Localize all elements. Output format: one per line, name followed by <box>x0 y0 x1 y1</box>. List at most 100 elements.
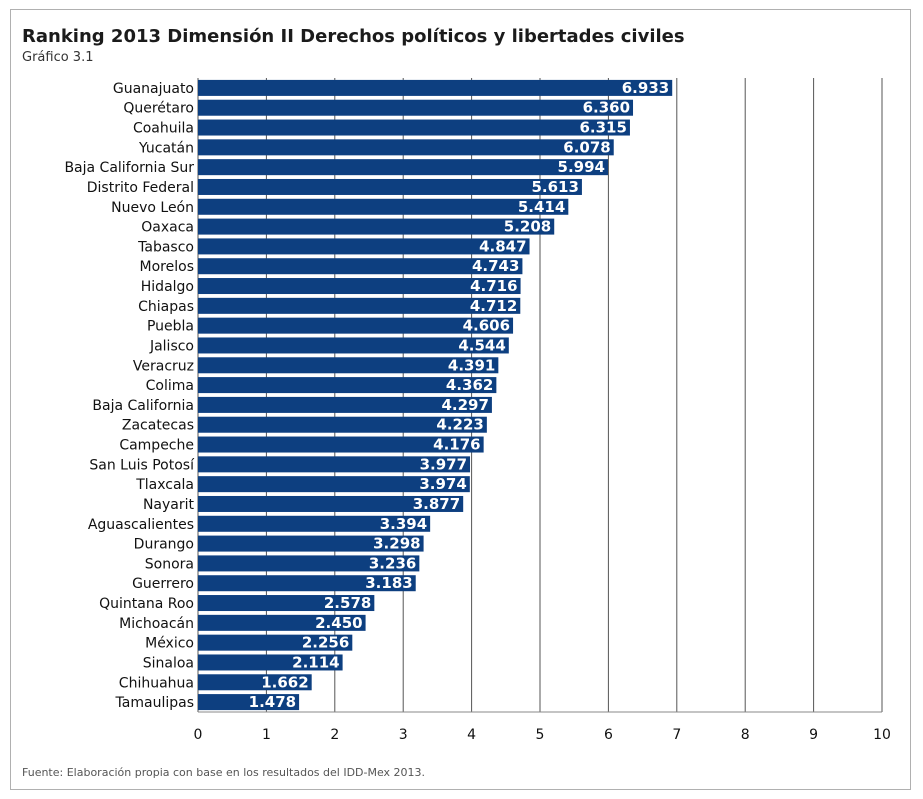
bar <box>198 317 514 334</box>
bar <box>198 159 608 176</box>
value-label: 1.478 <box>249 693 296 711</box>
category-label: Guerrero <box>132 576 194 592</box>
x-tick-label: 4 <box>467 727 476 743</box>
value-label: 3.236 <box>369 554 416 572</box>
category-label: Tabasco <box>137 239 194 255</box>
bar <box>198 238 530 255</box>
x-tick-label: 9 <box>809 727 818 743</box>
bar <box>198 416 487 433</box>
x-tick-label: 3 <box>399 727 408 743</box>
category-label: Distrito Federal <box>87 180 194 196</box>
category-label: Coahuila <box>133 121 194 137</box>
category-label: Nuevo León <box>111 200 194 216</box>
category-label: Quintana Roo <box>99 596 194 612</box>
value-label: 2.256 <box>302 634 349 652</box>
category-label: Durango <box>134 537 194 553</box>
category-label: Querétaro <box>123 101 194 117</box>
value-label: 3.298 <box>373 535 420 553</box>
value-label: 3.977 <box>420 455 467 473</box>
category-label: Tlaxcala <box>135 477 194 493</box>
category-label: Hidalgo <box>141 279 194 295</box>
category-label: México <box>145 636 194 652</box>
bar <box>198 178 582 195</box>
value-label: 2.114 <box>292 653 339 671</box>
value-label: 1.662 <box>261 673 308 691</box>
bar <box>198 495 464 512</box>
category-label: Colima <box>146 378 194 394</box>
bar <box>198 357 499 374</box>
value-label: 2.450 <box>315 614 362 632</box>
category-label: Jalisco <box>149 338 194 354</box>
category-label: Nayarit <box>143 497 195 513</box>
x-tick-label: 7 <box>672 727 681 743</box>
category-label: Aguascalientes <box>88 517 194 533</box>
bar <box>198 694 300 711</box>
value-label: 6.360 <box>583 99 630 117</box>
bar <box>198 674 312 691</box>
value-label: 5.208 <box>504 218 551 236</box>
category-label: San Luis Potosí <box>89 457 195 473</box>
x-tick-label: 8 <box>741 727 750 743</box>
value-label: 4.544 <box>458 336 505 354</box>
category-label: Michoacán <box>119 616 194 632</box>
value-label: 3.974 <box>419 475 466 493</box>
bar <box>198 278 521 295</box>
value-label: 4.362 <box>446 376 493 394</box>
bar <box>198 634 353 651</box>
bar <box>198 337 509 354</box>
value-label: 4.606 <box>463 317 510 335</box>
bar <box>198 297 521 314</box>
value-label: 3.877 <box>413 495 460 513</box>
value-label: 4.847 <box>479 237 526 255</box>
value-label: 4.176 <box>433 436 480 454</box>
x-tick-label: 5 <box>536 727 545 743</box>
category-label: Zacatecas <box>122 418 194 434</box>
value-label: 6.078 <box>563 138 610 156</box>
category-label: Baja California <box>92 398 194 414</box>
category-label: Yucatán <box>138 140 194 156</box>
bar <box>198 139 614 156</box>
bar <box>198 515 431 532</box>
value-label: 3.183 <box>365 574 412 592</box>
value-label: 4.391 <box>448 356 495 374</box>
value-label: 4.716 <box>470 277 517 295</box>
bar <box>198 456 471 473</box>
value-label: 3.394 <box>380 515 427 533</box>
category-label: Morelos <box>140 259 194 275</box>
bar <box>198 258 523 275</box>
chart-title: Ranking 2013 Dimensión II Derechos polít… <box>22 26 685 47</box>
category-label: Chihuahua <box>119 675 194 691</box>
value-label: 2.578 <box>324 594 371 612</box>
bar <box>198 575 416 592</box>
value-label: 6.933 <box>622 79 669 97</box>
category-label: Chiapas <box>138 299 194 315</box>
x-tick-label: 6 <box>604 727 613 743</box>
value-label: 4.743 <box>472 257 519 275</box>
bar <box>198 555 420 572</box>
category-label: Oaxaca <box>141 220 194 236</box>
bar <box>198 377 497 394</box>
x-tick-label: 10 <box>873 727 891 743</box>
bar <box>198 614 366 631</box>
category-label: Tamaulipas <box>115 695 194 711</box>
category-label: Sonora <box>145 556 194 572</box>
bar <box>198 218 555 235</box>
source-note: Fuente: Elaboración propia con base en l… <box>22 766 426 779</box>
value-label: 4.712 <box>470 297 517 315</box>
bar <box>198 396 492 413</box>
bar <box>198 654 343 671</box>
bar <box>198 535 424 552</box>
value-label: 4.297 <box>441 396 488 414</box>
bar <box>198 79 673 96</box>
category-label: Sinaloa <box>143 655 194 671</box>
value-label: 6.315 <box>579 119 626 137</box>
category-label: Guanajuato <box>113 81 194 97</box>
chart-subtitle: Gráfico 3.1 <box>22 50 94 65</box>
value-label: 5.994 <box>558 158 605 176</box>
x-tick-label: 1 <box>262 727 271 743</box>
bar <box>198 595 375 612</box>
value-label: 4.223 <box>436 416 483 434</box>
category-label: Campeche <box>119 438 194 454</box>
x-tick-label: 0 <box>194 727 203 743</box>
